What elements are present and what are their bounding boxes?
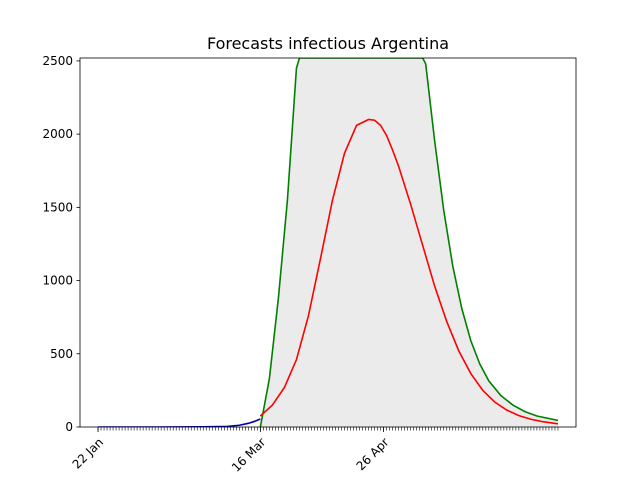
y-tick-label: 1500 — [42, 200, 73, 214]
y-tick-label: 2500 — [42, 54, 73, 68]
x-tick-label: 22 Jan — [70, 435, 106, 471]
forecast-band-layer — [260, 58, 558, 427]
forecast-line — [259, 118, 559, 425]
y-tick-label: 2000 — [42, 127, 73, 141]
observed-line — [98, 418, 261, 427]
chart-title: Forecasts infectious Argentina — [207, 34, 449, 53]
plot-frame — [79, 57, 577, 428]
y-tick-label: 1000 — [42, 274, 73, 288]
y-tick-label: 0 — [65, 420, 73, 434]
y-tick-label: 500 — [50, 347, 73, 361]
upper-bound-line — [259, 58, 559, 427]
x-tick-label: 16 Mar — [229, 435, 268, 474]
forecast-uncertainty-band — [260, 58, 558, 427]
x-tick-label: 26 Apr — [354, 435, 392, 473]
